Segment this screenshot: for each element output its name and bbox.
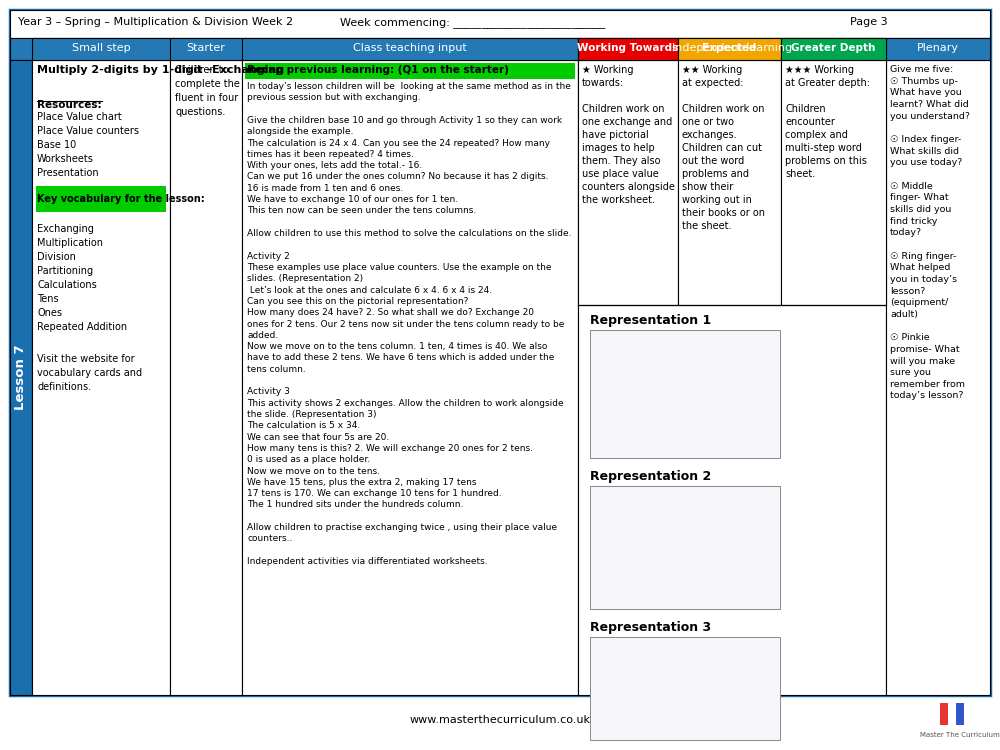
Bar (36, 186, 166, 212)
Bar (781, 60, 886, 305)
Bar (170, 60, 242, 695)
Text: Children to
complete the
fluent in four
questions.: Children to complete the fluent in four … (175, 65, 240, 117)
Bar (940, 703, 948, 725)
Text: Week commencing: ___________________________: Week commencing: _______________________… (340, 17, 605, 28)
Text: Class teaching input: Class teaching input (353, 43, 467, 53)
Text: Representation 3: Representation 3 (590, 621, 711, 634)
Text: Working Towards: Working Towards (577, 43, 679, 53)
Bar (242, 38, 578, 60)
Text: Multiply 2-digits by 1-digit –Exchanging: Multiply 2-digits by 1-digit –Exchanging (37, 65, 284, 75)
Text: Plenary: Plenary (917, 43, 959, 53)
Text: Recap previous learning: (Q1 on the starter): Recap previous learning: (Q1 on the star… (247, 65, 509, 75)
Text: Master The Curriculum: Master The Curriculum (920, 732, 1000, 738)
Text: Key vocabulary for the lesson:: Key vocabulary for the lesson: (37, 194, 205, 204)
Bar (245, 63, 575, 79)
Text: Representation 2: Representation 2 (590, 470, 711, 483)
Text: Page 3: Page 3 (850, 17, 888, 27)
Bar (590, 486, 780, 609)
Text: Expected: Expected (702, 43, 757, 53)
Text: Exchanging
Multiplication
Division
Partitioning
Calculations
Tens
Ones
Repeated : Exchanging Multiplication Division Parti… (37, 224, 127, 332)
Bar (956, 703, 964, 725)
Text: Representation 1: Representation 1 (590, 314, 711, 327)
Bar (886, 38, 990, 60)
Text: ★ Working
towards:

Children work on
one exchange and
have pictorial
images to h: ★ Working towards: Children work on one … (582, 65, 675, 206)
Bar (170, 38, 242, 60)
Text: Give me five:
☉ Thumbs up-
What have you
learnt? What did
you understand?

☉ Ind: Give me five: ☉ Thumbs up- What have you… (890, 65, 970, 401)
Text: Visit the website for
vocabulary cards and
definitions.: Visit the website for vocabulary cards a… (37, 354, 142, 392)
Bar (678, 38, 781, 60)
Bar (10, 38, 990, 60)
Text: ★★ Working
at expected:

Children work on
one or two
exchanges.
Children can cut: ★★ Working at expected: Children work on… (682, 65, 765, 232)
Bar (32, 60, 170, 695)
Bar (578, 38, 678, 60)
Bar (590, 637, 780, 740)
Bar (578, 60, 678, 305)
Text: Greater Depth: Greater Depth (791, 43, 876, 53)
Text: Small step: Small step (72, 43, 130, 53)
Bar (578, 60, 886, 695)
Bar (10, 10, 990, 38)
Bar (886, 60, 990, 695)
Bar (590, 330, 780, 458)
Bar (781, 38, 886, 60)
Bar (948, 703, 956, 725)
Bar (578, 38, 886, 60)
Text: Starter: Starter (187, 43, 225, 53)
Text: Place Value chart
Place Value counters
Base 10
Worksheets
Presentation: Place Value chart Place Value counters B… (37, 112, 139, 178)
Bar (678, 60, 781, 305)
Text: www.masterthecurriculum.co.uk: www.masterthecurriculum.co.uk (410, 715, 590, 725)
Bar (32, 38, 170, 60)
Text: Independent learning: Independent learning (672, 43, 792, 53)
Text: ★★★ Working
at Greater depth:

Children
encounter
complex and
multi-step word
pr: ★★★ Working at Greater depth: Children e… (785, 65, 870, 179)
Text: In today’s lesson children will be  looking at the same method as in the
previou: In today’s lesson children will be looki… (247, 82, 572, 566)
Bar (242, 60, 578, 695)
Bar (10, 60, 32, 695)
Text: Year 3 – Spring – Multiplication & Division Week 2: Year 3 – Spring – Multiplication & Divis… (18, 17, 293, 27)
Text: Lesson 7: Lesson 7 (14, 345, 28, 410)
Text: Resources:: Resources: (37, 100, 102, 110)
